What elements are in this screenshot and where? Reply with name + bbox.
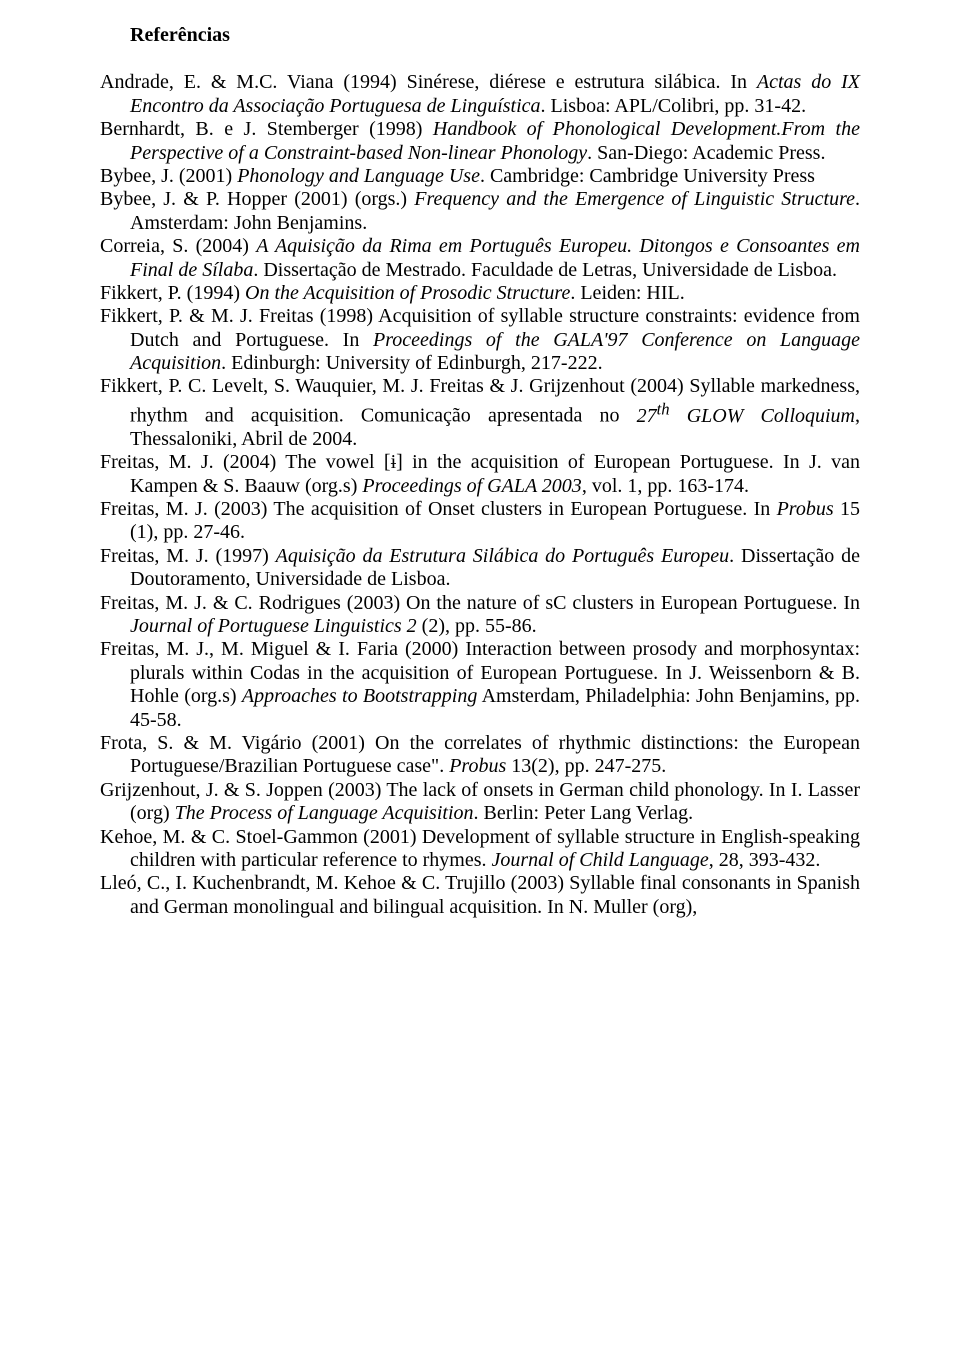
reference-item: Fikkert, P. (1994) On the Acquisition of…	[100, 282, 860, 305]
reference-item: Freitas, M. J. (2004) The vowel [ɨ] in t…	[100, 451, 860, 498]
reference-item: Freitas, M. J., M. Miguel & I. Faria (20…	[100, 638, 860, 732]
reference-item: Freitas, M. J. (2003) The acquisition of…	[100, 498, 860, 545]
section-heading: Referências	[100, 24, 860, 47]
page: Referências Andrade, E. & M.C. Viana (19…	[0, 0, 960, 1352]
reference-item: Andrade, E. & M.C. Viana (1994) Sinérese…	[100, 71, 860, 118]
reference-item: Fikkert, P. C. Levelt, S. Wauquier, M. J…	[100, 375, 860, 451]
reference-item: Freitas, M. J. & C. Rodrigues (2003) On …	[100, 592, 860, 639]
reference-item: Bernhardt, B. e J. Stemberger (1998) Han…	[100, 118, 860, 165]
reference-item: Correia, S. (2004) A Aquisição da Rima e…	[100, 235, 860, 282]
reference-item: Freitas, M. J. (1997) Aquisição da Estru…	[100, 545, 860, 592]
reference-item: Bybee, J. & P. Hopper (2001) (orgs.) Fre…	[100, 188, 860, 235]
reference-item: Kehoe, M. & C. Stoel-Gammon (2001) Devel…	[100, 826, 860, 873]
reference-item: Fikkert, P. & M. J. Freitas (1998) Acqui…	[100, 305, 860, 375]
reference-item: Bybee, J. (2001) Phonology and Language …	[100, 165, 860, 188]
reference-item: Frota, S. & M. Vigário (2001) On the cor…	[100, 732, 860, 779]
reference-item: Grijzenhout, J. & S. Joppen (2003) The l…	[100, 779, 860, 826]
reference-item: Lleó, C., I. Kuchenbrandt, M. Kehoe & C.…	[100, 872, 860, 919]
